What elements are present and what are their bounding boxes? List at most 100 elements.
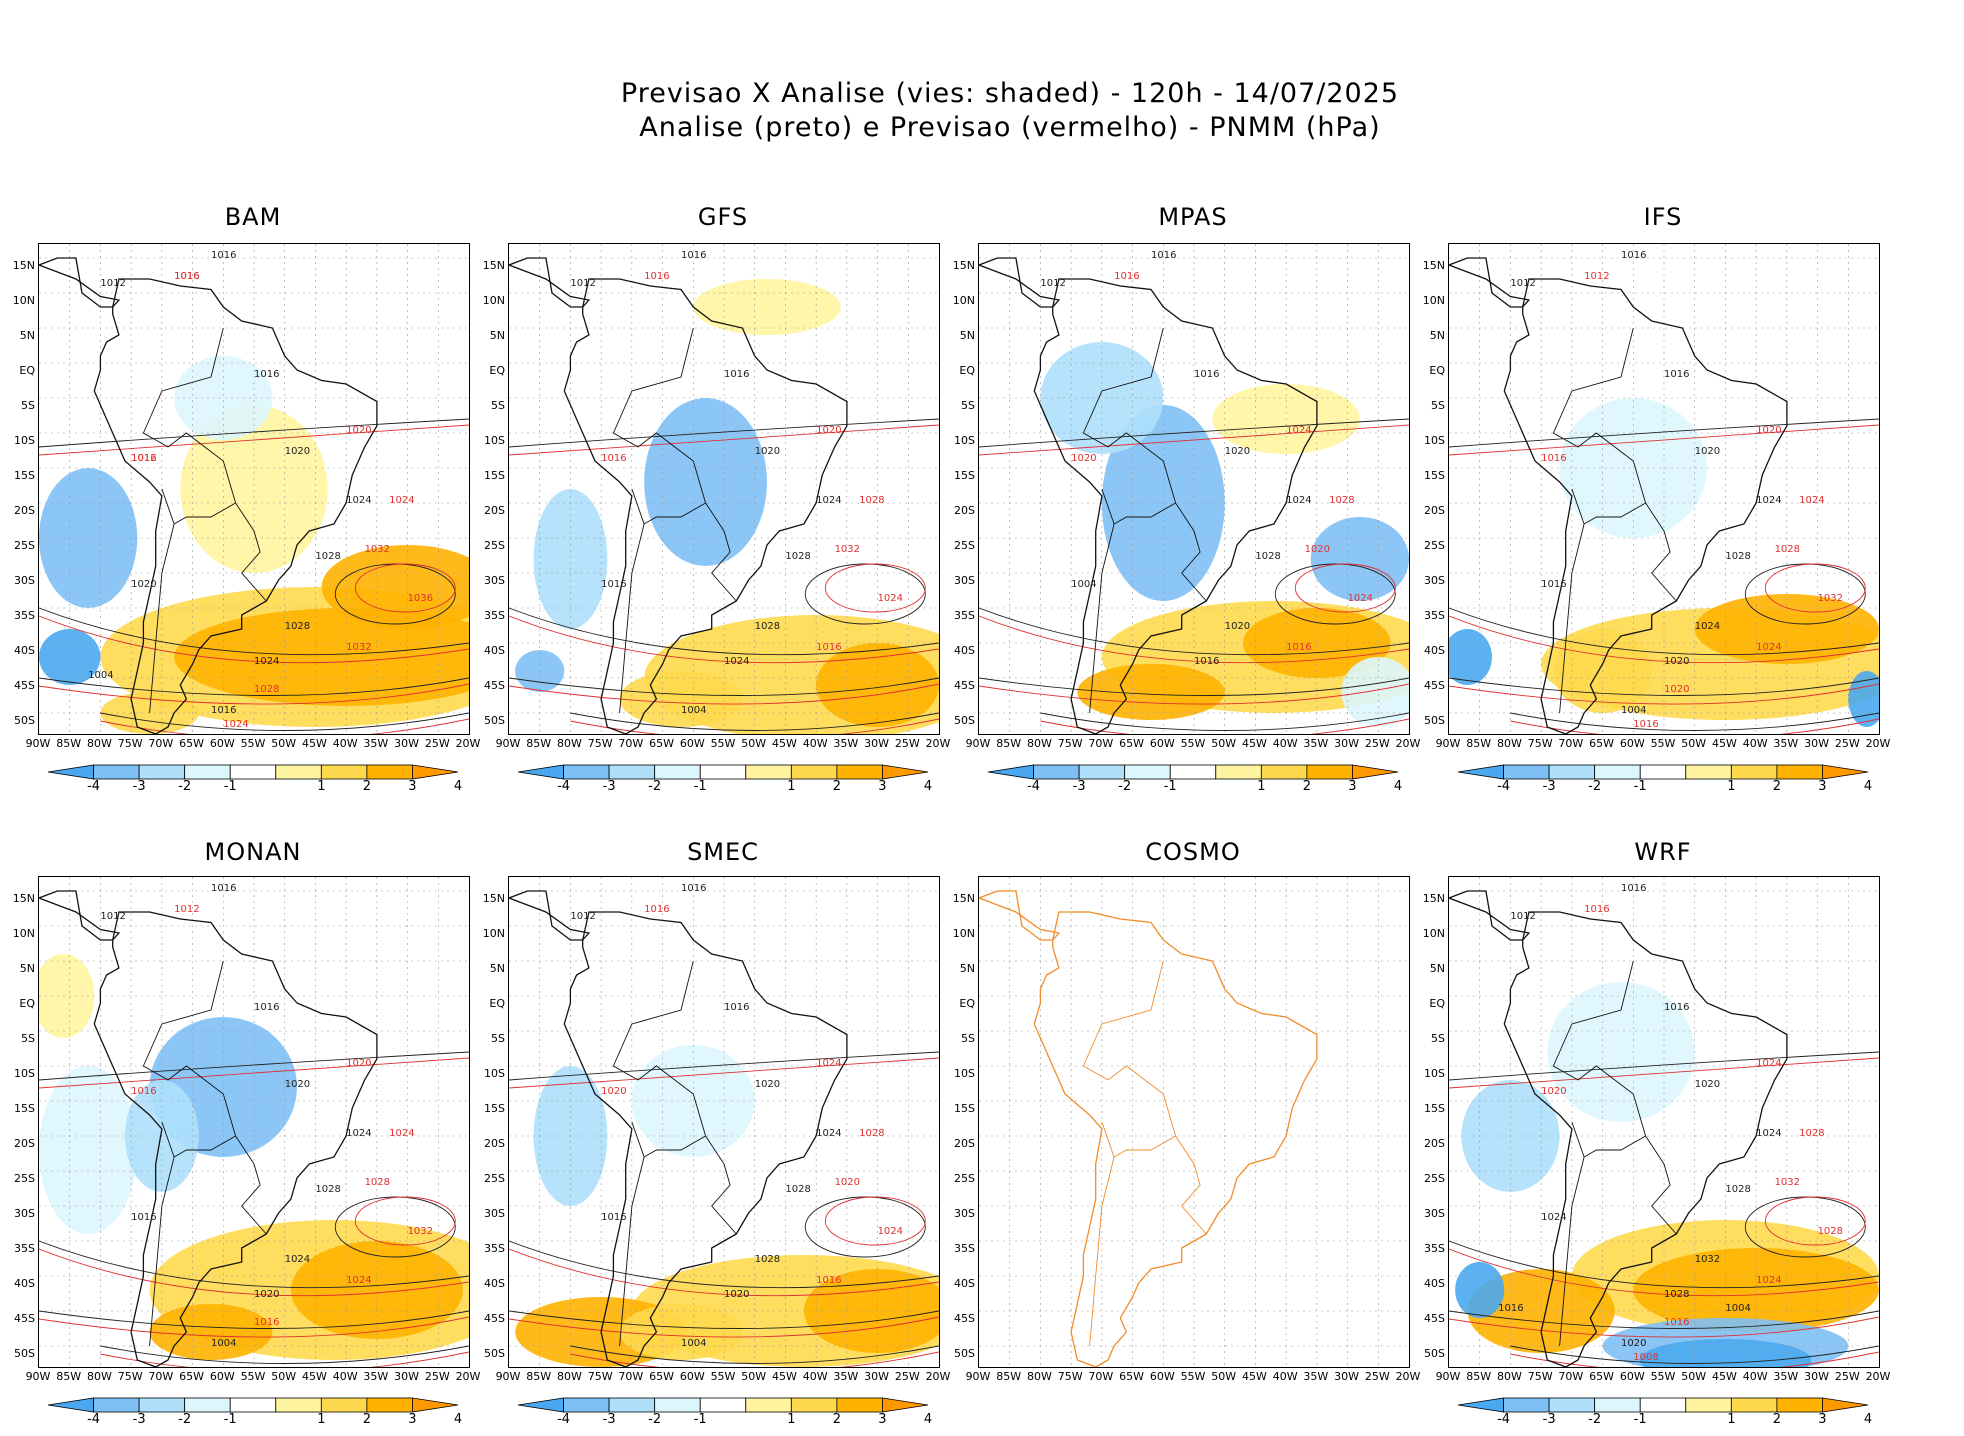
isobar-forecast (979, 424, 1409, 456)
colorbar-segment (229, 1397, 277, 1413)
bias-shading (1547, 982, 1695, 1122)
lon-tick-label: 65W (649, 737, 674, 750)
isobar-label-forecast: 1016 (1114, 271, 1139, 282)
south-america-coastline (93, 911, 378, 1367)
lon-tick-label: 40W (332, 737, 358, 750)
colorbar-segment (836, 1397, 883, 1413)
colorbar-label: -3 (1072, 779, 1086, 794)
isobar-label-analysis: 1024 (285, 1254, 310, 1265)
colorbar-label: -3 (1542, 1412, 1556, 1427)
country-border (1552, 960, 1677, 1235)
isobar-label-forecast: 1016 (644, 904, 669, 915)
isobar-label-forecast: 1028 (1775, 544, 1800, 555)
isobar-analysis (100, 712, 469, 731)
isobar-label-forecast: 1028 (254, 684, 279, 695)
lat-tick-label: 10S (484, 434, 505, 447)
colorbar-label: -3 (1542, 779, 1556, 794)
isobar-label-forecast: 1016 (254, 1317, 279, 1328)
bias-shading (174, 356, 273, 440)
isobar-analysis (39, 1310, 469, 1329)
lon-tick-label: 45W (1711, 737, 1737, 750)
panel-title: GFS (697, 203, 749, 231)
isobar-label-forecast: 1024 (1756, 1275, 1781, 1286)
country-border (1559, 1156, 1585, 1347)
panel-title: BAM (224, 203, 282, 231)
colorbar-segment (608, 764, 656, 780)
lon-tick-label: 40W (1272, 737, 1298, 750)
lat-tick-label: 5N (959, 962, 975, 975)
isobar-label-analysis: 1028 (1255, 551, 1280, 562)
bias-shading (290, 1241, 463, 1339)
bias-shading (644, 398, 767, 566)
map-frame: 1012 1016 1016 1020 1024 1028 1032 1028 1024 1020… (1448, 876, 1880, 1368)
country-border (142, 960, 267, 1235)
lon-tick-label: 60W (209, 1370, 235, 1383)
isobar-label-forecast: 1028 (859, 1128, 884, 1139)
lat-tick-label: 5S (21, 1032, 35, 1045)
isobar-forecast (1449, 615, 1879, 664)
country-border (619, 1156, 645, 1347)
lon-tick-label: 30W (394, 1370, 419, 1383)
lat-tick-label: 40S (484, 644, 505, 657)
isobar-analysis (509, 607, 939, 656)
isobar-label-forecast: 1016 (174, 271, 199, 282)
isobar-label-forecast: 1024 (878, 1226, 903, 1237)
bias-shading (1077, 664, 1225, 720)
high-pressure-isobar-forecast (1294, 563, 1396, 613)
isobar-label-forecast: 1020 (1664, 684, 1689, 695)
isobar-analysis (39, 418, 469, 448)
isobar-label-forecast: 1016 (1633, 719, 1658, 730)
colorbar (47, 764, 459, 780)
lon-tick-label: 85W (56, 1370, 82, 1383)
colorbar (987, 764, 1399, 780)
isobar-label-forecast: 1024 (878, 593, 903, 604)
lon-tick-label: 60W (1619, 1370, 1645, 1383)
lon-tick-label: 65W (1119, 1370, 1144, 1383)
isobar-analysis (570, 712, 939, 731)
lat-tick-label: 45S (1424, 1312, 1445, 1325)
lat-tick-label: 5N (19, 962, 35, 975)
map-canvas: 1012 1016 1016 1020 1024 1028 1024 1020 1016 1004… (1449, 244, 1879, 734)
isobar-label-analysis: 1016 (1621, 883, 1646, 894)
isobar-forecast (1449, 1057, 1879, 1089)
lat-tick-label: 20S (1424, 504, 1445, 517)
colorbar-label: 1 (787, 1412, 796, 1427)
colorbar-segment (1352, 764, 1399, 780)
isobar-label-analysis: 1016 (1194, 369, 1219, 380)
lon-tick-label: 25W (1834, 1370, 1860, 1383)
isobar-forecast (39, 1057, 469, 1089)
isobar-forecast (1449, 424, 1879, 456)
colorbar-segment (1215, 764, 1262, 780)
isobar-analysis (1449, 1310, 1879, 1329)
lon-tick-label: 85W (1466, 737, 1492, 750)
isobar-analysis (570, 1345, 939, 1364)
lat-tick-label: 45S (1424, 679, 1445, 692)
colorbar-segment (1776, 764, 1823, 780)
bias-shading (693, 279, 841, 335)
isobar-analysis (509, 418, 939, 448)
map-frame: 1012 1016 1016 1020 1024 1028 1020 1016 1004 1016… (978, 243, 1410, 735)
lat-tick-label: 35S (484, 1242, 505, 1255)
lon-tick-label: 75W (1527, 737, 1553, 750)
lon-tick-label: 25W (1364, 737, 1390, 750)
colorbar-label: 3 (878, 1412, 887, 1427)
colorbar-label: 2 (1772, 1412, 1782, 1427)
central-america-coastline (979, 257, 1061, 308)
lon-tick-label: 65W (1589, 737, 1614, 750)
colorbar-segment (1639, 764, 1687, 780)
colorbar-segment (138, 764, 186, 780)
lat-tick-label: 50S (14, 714, 35, 727)
colorbar-label: -1 (223, 1412, 237, 1427)
isobar-label-forecast: 1012 (131, 453, 156, 464)
isobar-label-analysis: 1024 (816, 1128, 841, 1139)
isobar-label-forecast: 1016 (816, 1275, 841, 1286)
colorbar-label: -1 (1163, 779, 1177, 794)
isobar-label-analysis: 1028 (1725, 1184, 1750, 1195)
isobar-label-analysis: 1024 (1756, 1128, 1781, 1139)
colorbar-label: 1 (1257, 779, 1266, 794)
lat-tick-label: 15S (14, 1102, 35, 1115)
isobar-label-analysis: 1028 (785, 551, 810, 562)
colorbar-segment (1730, 1397, 1778, 1413)
south-america-coastline (1033, 911, 1318, 1367)
lon-tick-label: 25W (1364, 1370, 1390, 1383)
